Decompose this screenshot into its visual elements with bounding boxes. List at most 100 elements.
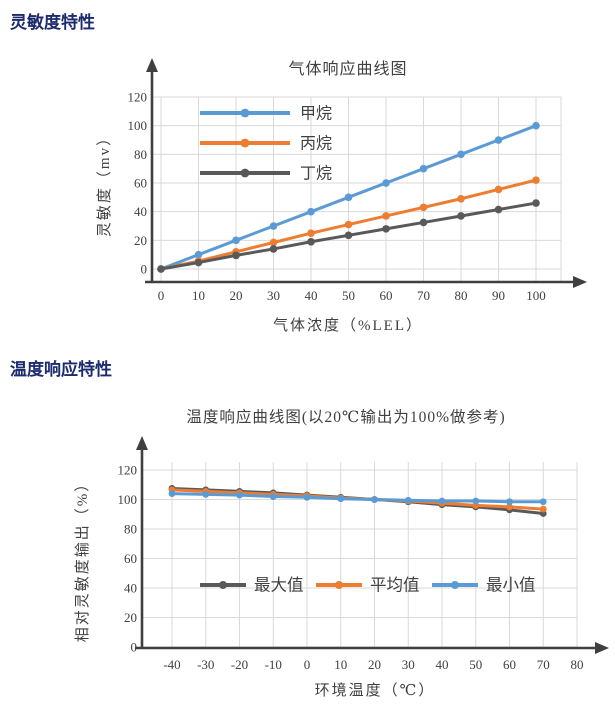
data-point-marker xyxy=(419,203,428,212)
y-tick-label: 40 xyxy=(124,581,137,596)
legend-label: 最小值 xyxy=(486,576,536,595)
data-point-marker xyxy=(532,121,540,130)
x-tick-label: 10 xyxy=(334,657,347,672)
x-tick-label: 10 xyxy=(192,288,205,303)
legend-label: 最大值 xyxy=(254,576,304,595)
data-point-marker xyxy=(457,194,465,203)
section-title-temperature: 温度响应特性 xyxy=(10,360,112,379)
data-point-marker xyxy=(344,193,353,202)
data-point-marker xyxy=(382,179,390,187)
x-axis-label: 气体浓度（%LEL） xyxy=(273,317,423,334)
x-tick-label: 40 xyxy=(436,657,449,672)
x-axis-label: 环境温度（℃） xyxy=(315,681,436,699)
y-tick-label: 20 xyxy=(134,233,147,248)
series-1 xyxy=(157,176,540,273)
x-tick-label: 50 xyxy=(469,657,482,672)
data-point-marker xyxy=(457,150,465,159)
y-tick-label: 40 xyxy=(134,204,147,219)
x-tick-label: 80 xyxy=(455,288,468,303)
data-point-marker xyxy=(168,490,176,497)
legend-label: 丁烷 xyxy=(300,165,332,183)
data-point-marker xyxy=(506,503,513,511)
series-0 xyxy=(157,121,540,273)
data-point-marker xyxy=(532,176,540,184)
legend-marker-icon xyxy=(451,581,459,589)
data-point-marker xyxy=(419,164,428,173)
y-axis-label: 灵敏度（mv） xyxy=(96,129,113,237)
legend-label: 甲烷 xyxy=(300,105,332,123)
x-tick-label: 0 xyxy=(304,657,311,672)
data-point-marker xyxy=(157,265,165,273)
data-point-marker xyxy=(269,245,278,253)
y-tick-label: 20 xyxy=(124,610,137,625)
data-point-marker xyxy=(539,505,547,513)
legend-label: 平均值 xyxy=(370,576,420,595)
y-tick-label: 60 xyxy=(134,176,147,191)
chart-title: 气体响应曲线图 xyxy=(288,59,407,78)
y-tick-label: 120 xyxy=(118,463,138,478)
series-line xyxy=(171,492,544,504)
data-point-marker xyxy=(269,493,277,500)
y-tick-label: 60 xyxy=(124,551,137,566)
legend: 最大值 平均值 最小值 xyxy=(200,576,536,595)
y-axis-arrowhead-icon xyxy=(146,58,158,72)
data-point-marker xyxy=(337,495,345,503)
legend-label: 丙烷 xyxy=(300,135,332,153)
legend-item: 丁烷 xyxy=(200,165,332,183)
x-tick-label: 20 xyxy=(230,288,243,303)
data-point-marker xyxy=(344,231,353,240)
series-2 xyxy=(168,490,547,506)
x-tick-label: 40 xyxy=(305,288,318,303)
x-tick-label: 100 xyxy=(526,288,546,303)
legend-item: 最小值 xyxy=(432,576,536,595)
data-point-marker xyxy=(194,258,203,267)
x-tick-label: -10 xyxy=(265,657,282,672)
legend-item: 平均值 xyxy=(316,576,420,595)
data-point-marker xyxy=(539,498,547,506)
legend-marker-icon xyxy=(335,581,343,589)
data-point-marker xyxy=(232,251,240,260)
data-point-marker xyxy=(232,236,240,245)
gas-response-chart-figure: 0 20 40 60 80 100 120 0 10 20 30 40 50 60 70 80 90 100 气体响… xyxy=(95,50,600,345)
x-tick-label: 60 xyxy=(503,657,516,672)
legend-marker-icon xyxy=(219,581,227,589)
data-point-marker xyxy=(307,237,315,246)
legend-item: 丙烷 xyxy=(200,135,332,153)
data-point-marker xyxy=(307,229,315,237)
x-tick-label: 30 xyxy=(267,288,280,303)
data-point-marker xyxy=(472,497,480,505)
temperature-response-chart: 0 20 40 60 80 100 120 -40 -30 -20 -10 0 10 20 30 40 50 60… xyxy=(74,407,609,699)
data-point-marker xyxy=(236,491,243,499)
data-point-marker xyxy=(494,205,503,214)
chart-title: 温度响应曲线图(以20℃输出为100%做参考) xyxy=(186,407,505,426)
y-tick-label: 0 xyxy=(141,262,148,277)
legend-item: 甲烷 xyxy=(200,105,332,123)
data-point-marker xyxy=(438,497,446,505)
axes xyxy=(135,436,609,654)
y-tick-label: 120 xyxy=(128,90,148,105)
legend-marker-icon xyxy=(240,108,250,118)
x-tick-label: 70 xyxy=(417,288,430,303)
legend-marker-icon xyxy=(240,138,250,148)
x-tick-label: -40 xyxy=(163,657,180,672)
y-tick-label: 80 xyxy=(124,522,137,537)
x-tick-label: 0 xyxy=(158,288,165,303)
temperature-response-chart-figure: 0 20 40 60 80 100 120 -40 -30 -20 -10 0 10 20 30 40 50 60… xyxy=(65,398,615,708)
x-axis-arrowhead-icon xyxy=(595,642,609,654)
data-point-marker xyxy=(457,212,465,220)
data-point-marker xyxy=(194,250,203,259)
data-point-marker xyxy=(419,218,428,227)
gas-response-chart: 0 20 40 60 80 100 120 0 10 20 30 40 50 60 70 80 90 100 气体响… xyxy=(96,58,587,334)
data-point-marker xyxy=(404,496,412,504)
x-tick-label: 60 xyxy=(380,288,393,303)
data-point-marker xyxy=(344,220,353,229)
data-point-marker xyxy=(494,136,503,144)
y-tick-label: 100 xyxy=(128,118,148,133)
y-tick-label: 100 xyxy=(118,492,138,507)
data-point-marker xyxy=(371,496,378,503)
section-title-sensitivity: 灵敏度特性 xyxy=(10,13,95,32)
data-point-marker xyxy=(307,207,315,216)
data-point-marker xyxy=(303,493,311,501)
x-tick-label: 20 xyxy=(368,657,381,672)
x-tick-label: -30 xyxy=(197,657,214,672)
